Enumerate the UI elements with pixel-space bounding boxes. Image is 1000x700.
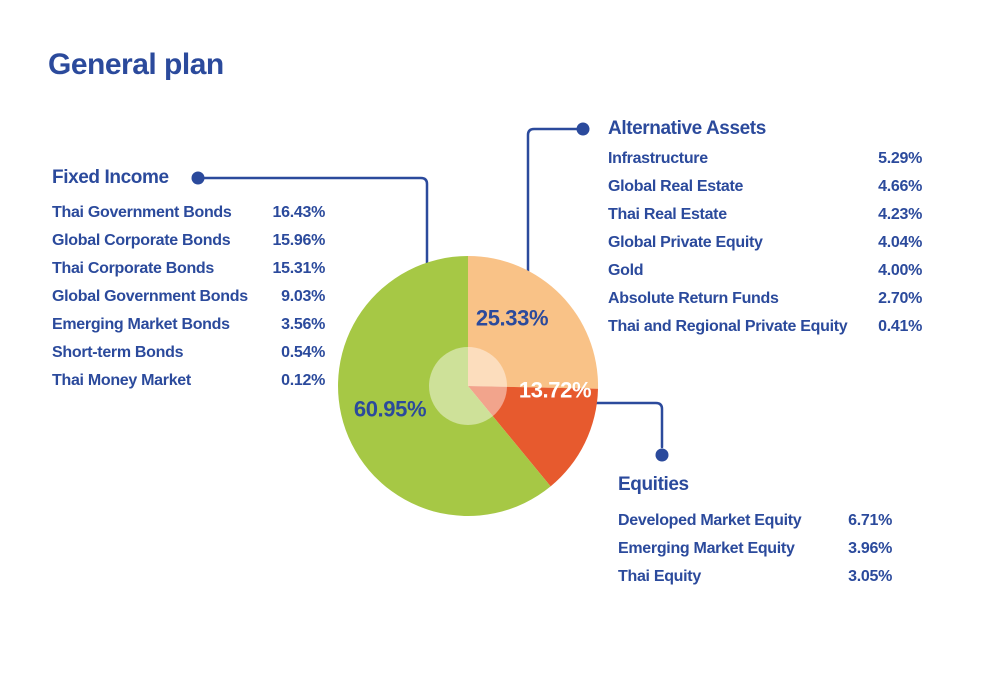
list-item: Gold 4.00% bbox=[608, 257, 922, 285]
list-item: Thai Money Market 0.12% bbox=[52, 367, 325, 395]
section-header-alternative-assets: Alternative Assets bbox=[608, 118, 766, 139]
item-label: Emerging Market Bonds bbox=[52, 316, 230, 333]
list-item: Thai and Regional Private Equity 0.41% bbox=[608, 313, 922, 341]
item-value: 4.66% bbox=[878, 178, 922, 195]
item-label: Global Private Equity bbox=[608, 234, 763, 251]
list-item: Global Real Estate 4.66% bbox=[608, 173, 922, 201]
alternative-assets-connector-dot bbox=[576, 122, 590, 136]
section-header-fixed-income: Fixed Income bbox=[52, 167, 169, 188]
pie-slice-label: 60.95% bbox=[354, 397, 426, 422]
item-value: 4.00% bbox=[878, 262, 922, 279]
item-value: 2.70% bbox=[878, 290, 922, 307]
item-label: Global Real Estate bbox=[608, 178, 744, 195]
item-value: 0.54% bbox=[281, 344, 325, 361]
list-item: Emerging Market Equity 3.96% bbox=[618, 535, 892, 563]
item-value: 0.41% bbox=[878, 318, 922, 335]
list-item: Infrastructure 5.29% bbox=[608, 145, 922, 173]
list-item: Thai Government Bonds 16.43% bbox=[52, 199, 325, 227]
item-label: Thai Real Estate bbox=[608, 206, 727, 223]
item-value: 15.31% bbox=[272, 260, 326, 277]
list-item: Global Private Equity 4.04% bbox=[608, 229, 922, 257]
equities-connector-line bbox=[588, 401, 664, 449]
list-item: Global Corporate Bonds 15.96% bbox=[52, 227, 325, 255]
section-header-equities: Equities bbox=[618, 474, 689, 495]
item-label: Absolute Return Funds bbox=[608, 290, 779, 307]
pie-slice-label: 13.72% bbox=[519, 378, 591, 403]
item-value: 5.29% bbox=[878, 150, 922, 167]
item-value: 4.04% bbox=[878, 234, 922, 251]
connector-lines bbox=[191, 122, 669, 462]
pie-slice-equities bbox=[468, 386, 598, 487]
list-item: Absolute Return Funds 2.70% bbox=[608, 285, 922, 313]
pie-slice-fixed-income bbox=[338, 256, 551, 516]
pie-slices: 25.33% 13.72% 60.95% bbox=[338, 255, 599, 516]
item-value: 0.12% bbox=[281, 372, 325, 389]
list-item: Thai Corporate Bonds 15.31% bbox=[52, 255, 325, 283]
alternative-assets-list: Infrastructure 5.29% Global Real Estate 4.6… bbox=[608, 145, 922, 341]
fixed-income-connector-line bbox=[202, 176, 429, 270]
list-item: Thai Equity 3.05% bbox=[618, 563, 892, 591]
list-item: Thai Real Estate 4.23% bbox=[608, 201, 922, 229]
item-label: Global Corporate Bonds bbox=[52, 232, 231, 249]
item-label: Short-term Bonds bbox=[52, 344, 184, 361]
fixed-income-connector-dot bbox=[191, 171, 205, 185]
item-label: Thai Money Market bbox=[52, 372, 191, 389]
item-label: Thai Government Bonds bbox=[52, 204, 232, 221]
list-item: Developed Market Equity 6.71% bbox=[618, 507, 892, 535]
item-label: Emerging Market Equity bbox=[618, 540, 795, 557]
list-item: Global Government Bonds 9.03% bbox=[52, 283, 325, 311]
item-label: Developed Market Equity bbox=[618, 512, 802, 529]
list-item: Emerging Market Bonds 3.56% bbox=[52, 311, 325, 339]
item-value: 16.43% bbox=[272, 204, 326, 221]
item-label: Gold bbox=[608, 262, 644, 279]
item-value: 4.23% bbox=[878, 206, 922, 223]
item-label: Thai Corporate Bonds bbox=[52, 260, 215, 277]
fixed-income-list: Thai Government Bonds 16.43% Global Corpor… bbox=[52, 199, 325, 395]
item-value: 3.96% bbox=[848, 540, 892, 557]
pie-center-overlay bbox=[429, 347, 507, 425]
item-value: 9.03% bbox=[281, 288, 325, 305]
pie-slice-alternative-assets bbox=[468, 255, 599, 389]
list-item: Short-term Bonds 0.54% bbox=[52, 339, 325, 367]
item-value: 3.05% bbox=[848, 568, 892, 585]
item-value: 6.71% bbox=[848, 512, 892, 529]
item-label: Thai Equity bbox=[618, 568, 701, 585]
equities-connector-dot bbox=[655, 448, 669, 462]
item-label: Global Government Bonds bbox=[52, 288, 248, 305]
item-value: 15.96% bbox=[272, 232, 326, 249]
page-title: General plan bbox=[48, 48, 224, 81]
item-label: Infrastructure bbox=[608, 150, 708, 167]
equities-list: Developed Market Equity 6.71% Emerging Mar… bbox=[618, 507, 892, 591]
item-label: Thai and Regional Private Equity bbox=[608, 318, 848, 335]
pie-slice-label: 25.33% bbox=[476, 306, 548, 331]
item-value: 3.56% bbox=[281, 316, 325, 333]
alternative-assets-connector-line bbox=[526, 127, 579, 275]
